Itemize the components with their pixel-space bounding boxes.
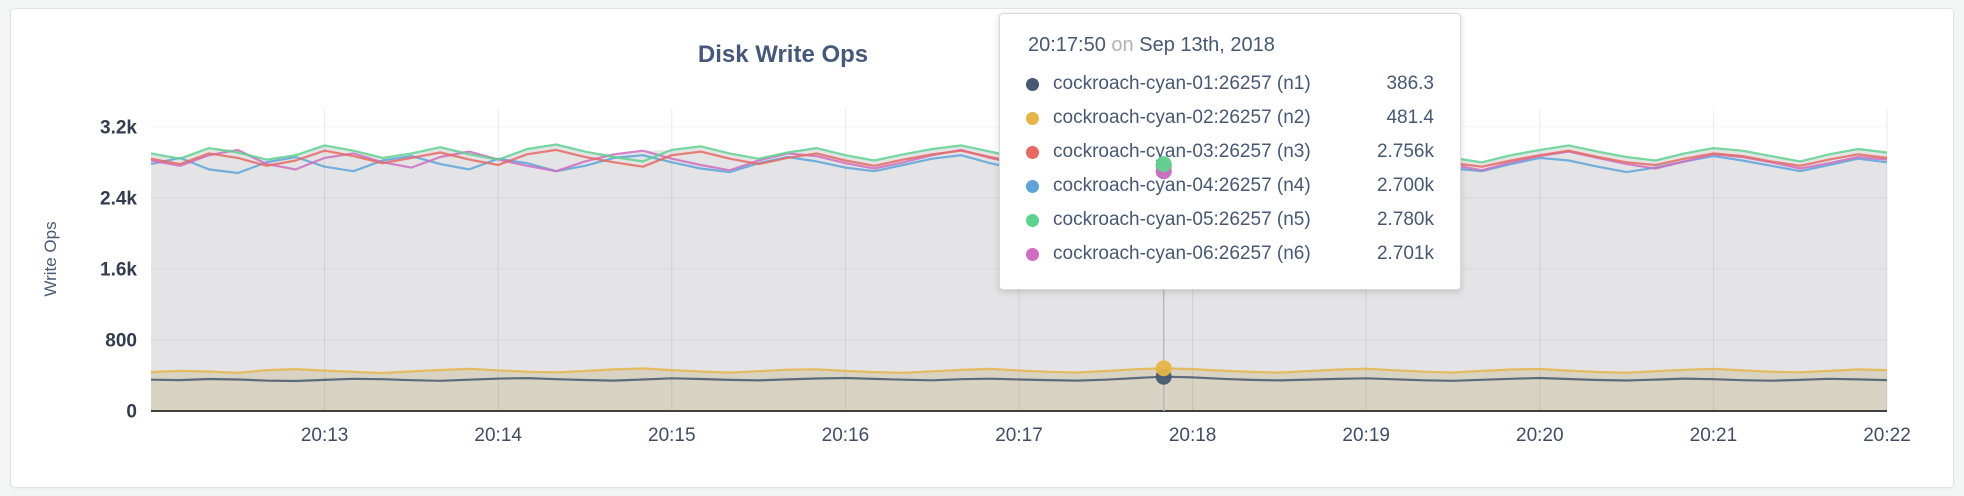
y-tick-label: 3.2k [100,117,137,138]
x-tick-label: 20:16 [822,425,870,446]
x-tick-label: 20:20 [1516,425,1564,446]
series-name: cockroach-cyan-02:26257 (n2) [1053,107,1311,128]
x-tick-label: 20:19 [1342,425,1390,446]
series-color-dot [1026,247,1039,261]
series-name: cockroach-cyan-01:26257 (n1) [1053,73,1311,94]
tooltip-date: Sep 13th, 2018 [1139,34,1275,56]
x-tick-label: 20:14 [474,425,522,446]
x-tick-label: 20:13 [301,425,349,446]
tooltip-legend: cockroach-cyan-01:26257 (n1) 386.3 cockroa… [1026,67,1434,271]
chart-plot[interactable]: 0 800 1.6k 2.4k 3.2k 20:13 20:14 20:15 20:16 20:1… [11,9,1955,489]
series-color-dot [1026,145,1039,159]
series-line-n1 [150,375,1888,383]
series-value: 386.3 [1386,73,1434,94]
series-value: 2.701k [1376,243,1434,264]
legend-row: cockroach-cyan-01:26257 (n1) 386.3 [1026,67,1434,101]
series-name: cockroach-cyan-06:26257 (n6) [1053,243,1311,264]
legend-row: cockroach-cyan-06:26257 (n6) 2.701k [1026,237,1434,271]
y-tick-label: 800 [105,330,137,351]
series-value: 2.756k [1376,141,1434,162]
chart-title: Disk Write Ops [697,41,869,68]
tooltip-on-word: on [1111,34,1134,56]
x-tick-label: 20:15 [648,425,696,446]
series-name: cockroach-cyan-04:26257 (n4) [1053,175,1311,196]
series-color-dot [1026,77,1039,91]
series-line-n2 [150,367,1888,375]
y-tick-label: 2.4k [100,188,137,209]
series-color-dot [1026,179,1039,193]
series-value: 481.4 [1386,107,1434,128]
legend-row: cockroach-cyan-04:26257 (n4) 2.700k [1026,169,1434,203]
series-name: cockroach-cyan-05:26257 (n5) [1053,209,1311,230]
series-color-dot [1026,111,1039,125]
hover-tooltip: 20:17:50 on Sep 13th, 2018 cockroach-cya… [999,13,1461,290]
series-value: 2.700k [1376,175,1434,196]
x-tick-label: 20:22 [1863,425,1911,446]
series-color-dot [1026,213,1039,227]
legend-row: cockroach-cyan-03:26257 (n3) 2.756k [1026,135,1434,169]
tooltip-time: 20:17:50 [1028,34,1106,56]
tooltip-timestamp: 20:17:50 on Sep 13th, 2018 [1028,34,1434,57]
x-tick-label: 20:17 [995,425,1043,446]
chart-card: Disk Write Ops Write Ops 0 800 1.6k 2.4k 3.2… [10,8,1954,488]
series-value: 2.780k [1376,209,1434,230]
x-tick-label: 20:21 [1690,425,1738,446]
y-tick-label: 1.6k [100,259,137,280]
series-name: cockroach-cyan-03:26257 (n3) [1053,141,1311,162]
legend-row: cockroach-cyan-05:26257 (n5) 2.780k [1026,203,1434,237]
x-tick-label: 20:18 [1169,425,1217,446]
y-axis-label: Write Ops [41,221,60,297]
y-tick-label: 0 [126,402,137,423]
legend-row: cockroach-cyan-02:26257 (n2) 481.4 [1026,101,1434,135]
